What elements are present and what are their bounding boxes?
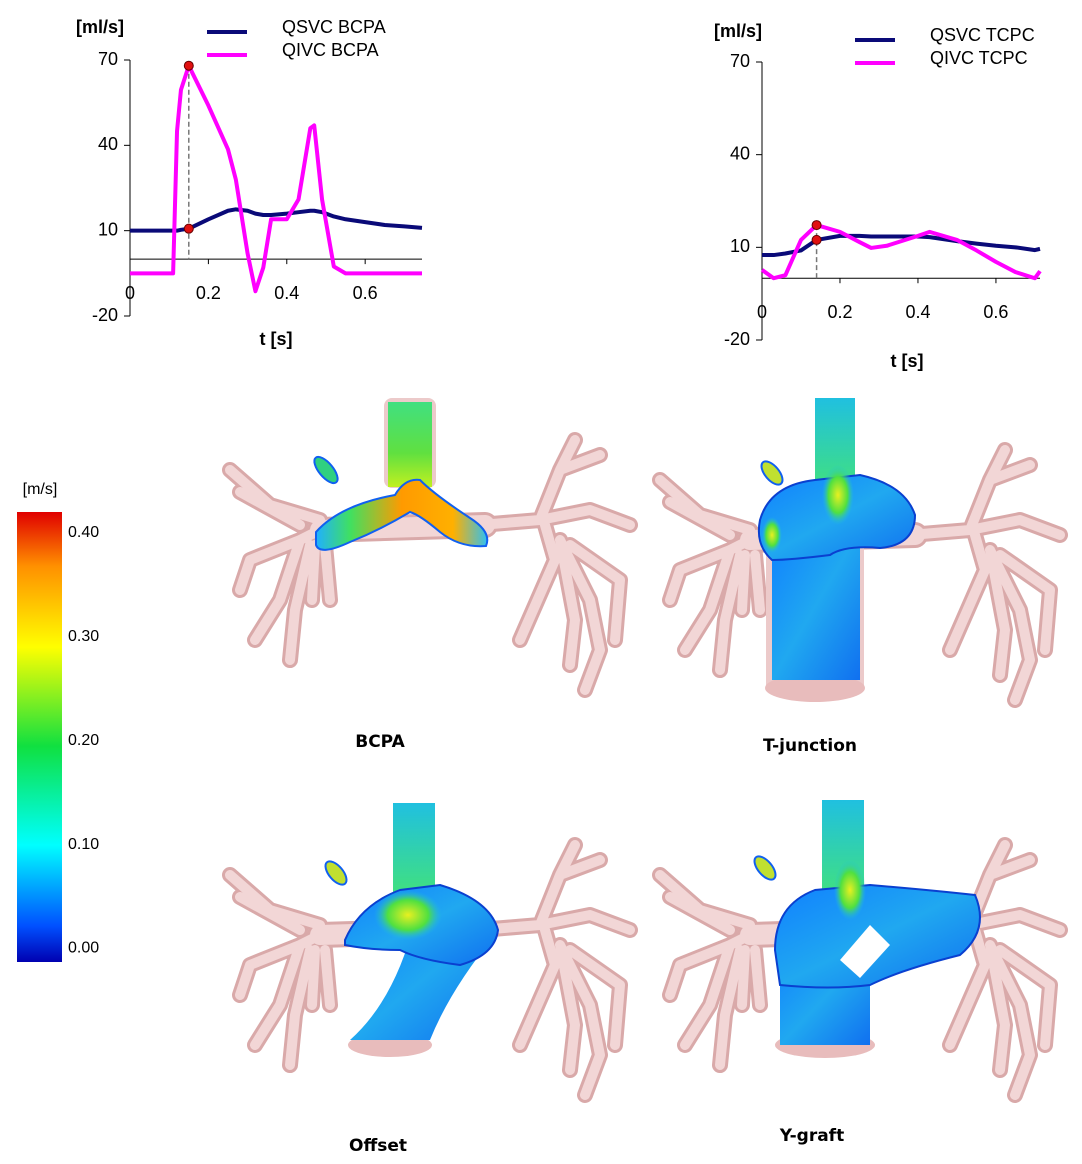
y-tick-label: 10 [98,219,118,239]
y-tick-label: -20 [92,305,118,325]
y-graft-rendering [660,800,1060,1095]
colorbar-tick-label: 0.00 [68,940,99,957]
colorbar-tick-label: 0.30 [68,628,99,645]
marker-point [184,61,193,70]
x-tick-label: 0.6 [983,302,1008,322]
panel-label: Y-graft [779,1126,844,1146]
y-tick-label: 70 [730,51,750,71]
x-axis-label: t [s] [891,351,924,371]
colorbar-tick-label: 0.40 [68,524,99,541]
x-tick-label: 0.2 [827,302,852,322]
y-tick-label: 40 [730,143,750,163]
x-tick-label: 0 [125,283,135,303]
y-tick-label: 70 [98,49,118,69]
panel-label: Offset [349,1136,407,1156]
colorbar-tick-label: 0.20 [68,732,99,749]
marker-point [812,235,821,244]
panel-label: T-junction [763,736,857,756]
marker-point [184,224,193,233]
panel-label: BCPA [355,732,405,752]
series-line [130,66,422,292]
x-tick-label: 0 [757,302,767,322]
x-tick-label: 0.2 [196,283,221,303]
legend-label: QIVC BCPA [282,40,379,60]
y-tick-label: 10 [730,236,750,256]
marker-point [812,221,821,230]
y-axis-label: [ml/s] [76,17,124,37]
legend-label: QSVC TCPC [930,25,1035,45]
t-junction-rendering [660,398,1060,702]
y-axis-label: [ml/s] [714,21,762,41]
x-axis-label: t [s] [260,329,293,349]
colorbar [17,512,62,962]
x-tick-label: 0.4 [274,283,299,303]
x-tick-label: 0.4 [905,302,930,322]
legend-label: QSVC BCPA [282,17,386,37]
y-tick-label: 40 [98,134,118,154]
bcpa-rendering [230,398,630,690]
x-tick-label: 0.6 [353,283,378,303]
colorbar-tick-label: 0.10 [68,836,99,853]
colorbar-label: [m/s] [23,481,58,498]
offset-rendering [230,803,630,1095]
figure: [m/s] BCPA T-junction Offset Y-graft 0.4… [0,0,1082,1164]
series-line [762,225,1040,278]
y-tick-label: -20 [724,329,750,349]
legend-label: QIVC TCPC [930,48,1028,68]
